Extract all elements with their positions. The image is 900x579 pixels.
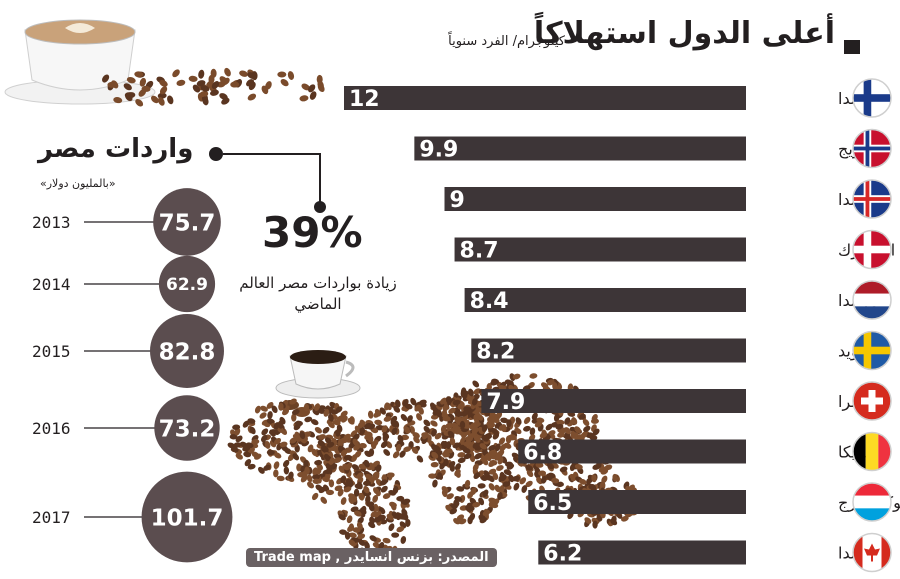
import-bubble (154, 395, 220, 461)
iceland-flag-icon (852, 179, 892, 219)
bubble-value-label: 82.8 (159, 339, 216, 365)
connector-lines (223, 153, 326, 213)
canada-flag-icon (852, 532, 892, 573)
year-label: 2014 (32, 275, 71, 294)
source-label: المصدر: بزنس انسايدر , Trade map (246, 548, 497, 567)
finland-flag-icon (852, 78, 892, 118)
bar-4 (454, 237, 746, 262)
increase-percent: 39% (262, 208, 363, 257)
switzerland-flag-icon (852, 381, 892, 421)
increase-description: زيادة بواردات مصر العالم الماضي (239, 274, 397, 313)
bubble-value-label: 73.2 (159, 416, 216, 442)
bar-value-label: 8.7 (460, 239, 499, 264)
bar-value-label: 6.5 (533, 491, 572, 516)
title-marker (844, 40, 860, 54)
bar-value-label: 7.9 (486, 390, 525, 415)
bubble-value-label: 62.9 (166, 275, 208, 295)
bar-1 (344, 86, 746, 110)
bar-7 (481, 389, 746, 413)
coffee-cup-illustration (4, 19, 325, 107)
coffee-beans-top (102, 67, 325, 107)
year-label: 2016 (32, 419, 71, 438)
denmark-flag-icon (852, 229, 892, 270)
bar-6 (471, 338, 746, 363)
imports-unit: «بالمليون دولار» (40, 177, 116, 190)
netherlands-flag-icon (852, 280, 892, 320)
norway-flag-icon (852, 128, 892, 169)
belgium-flag-icon (852, 431, 892, 472)
import-bubble (153, 188, 221, 256)
bar-3 (444, 187, 746, 211)
bubble-value-label: 75.7 (159, 210, 216, 236)
chart-title: أعلى الدول استهلاكاً (533, 16, 835, 51)
bar-value-label: 8.4 (470, 289, 509, 314)
import-bubble (141, 471, 233, 563)
bar-10 (538, 540, 746, 565)
sweden-flag-icon (852, 330, 892, 371)
bar-5 (464, 288, 746, 312)
imports-title: واردات مصر (38, 134, 194, 164)
bar-2 (414, 136, 746, 161)
luxembourg-flag-icon (852, 482, 892, 522)
bar-value-label: 12 (349, 87, 380, 112)
bar-value-label: 9.9 (419, 138, 458, 163)
bar-value-label: 6.2 (543, 542, 582, 567)
year-label: 2015 (32, 342, 71, 361)
import-bubble (150, 314, 224, 388)
bubble-value-label: 101.7 (151, 505, 224, 531)
bar-value-label: 6.8 (523, 441, 562, 466)
year-label: 2013 (32, 213, 71, 232)
bar-value-label: 9 (450, 188, 465, 213)
bar-9 (528, 490, 746, 514)
import-bubble (158, 255, 216, 313)
year-label: 2017 (32, 508, 71, 527)
chart-unit: كيلوجرام/ الفرد سنوياً (448, 34, 565, 49)
imports-title-dot (209, 147, 223, 161)
bar-value-label: 8.2 (476, 340, 515, 365)
bar-8 (518, 439, 746, 464)
